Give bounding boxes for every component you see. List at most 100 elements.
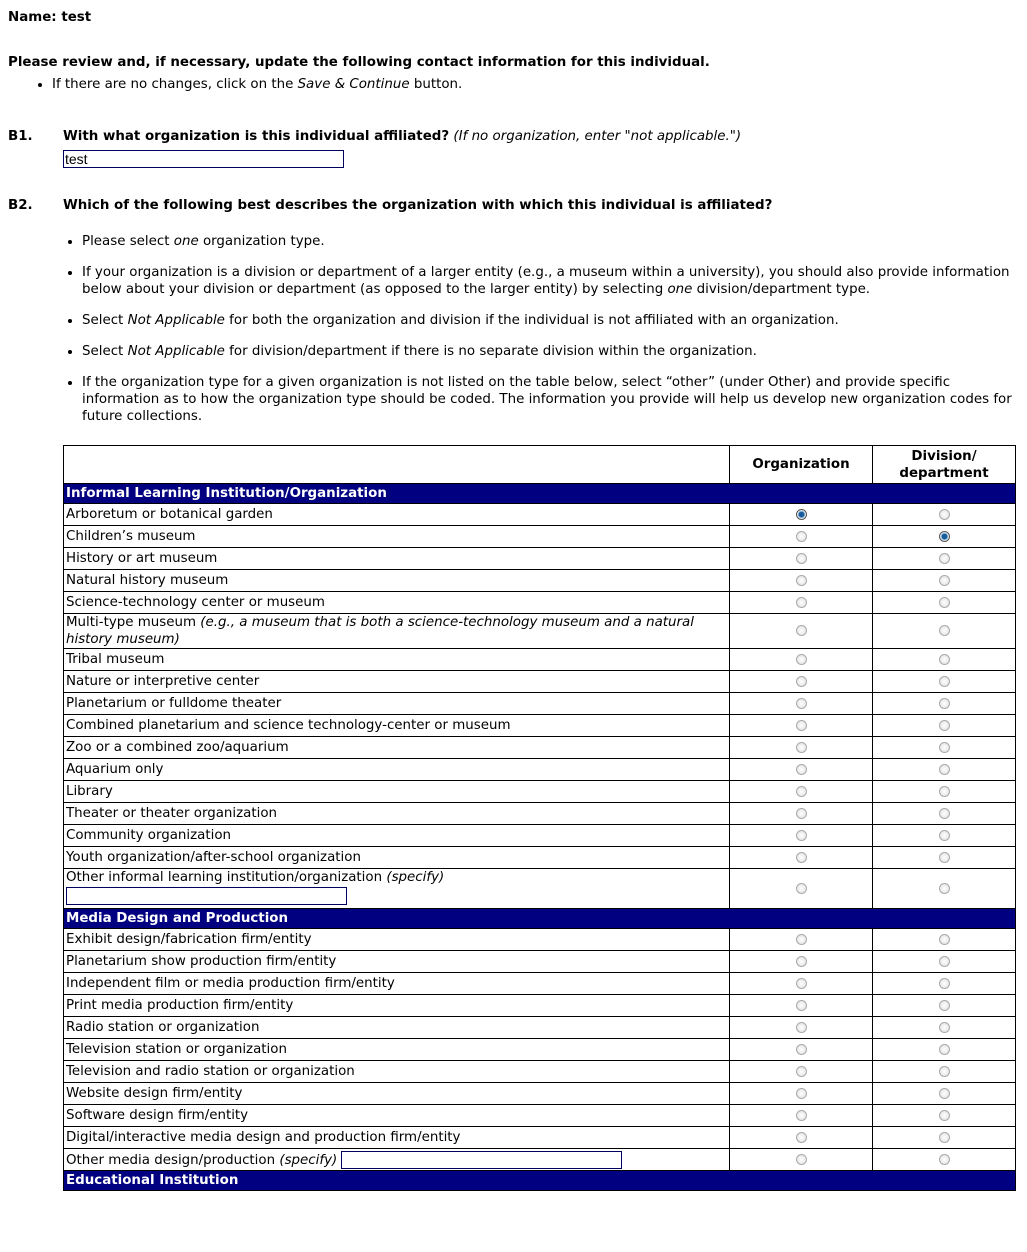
section-header: Informal Learning Institution/Organizati…: [63, 483, 1016, 504]
division-radio[interactable]: [938, 882, 950, 894]
table-row: Multi-type museum (e.g., a museum that i…: [63, 613, 1016, 649]
organization-radio[interactable]: [795, 999, 807, 1011]
organization-radio[interactable]: [795, 851, 807, 863]
table-row: Science-technology center or museum: [63, 591, 1016, 614]
table-row: Children’s museum: [63, 525, 1016, 548]
organization-radio[interactable]: [795, 829, 807, 841]
division-radio[interactable]: [938, 763, 950, 775]
division-radio[interactable]: [938, 653, 950, 665]
organization-radio[interactable]: [795, 625, 807, 636]
instruction-bullet: Select Not Applicable for division/depar…: [82, 343, 1019, 360]
row-label: Planetarium or fulldome theater: [66, 696, 282, 711]
organization-radio[interactable]: [795, 697, 807, 709]
organization-radio[interactable]: [795, 785, 807, 797]
division-radio[interactable]: [938, 1109, 950, 1121]
table-row: History or art museum: [63, 547, 1016, 570]
organization-radio[interactable]: [795, 596, 807, 608]
division-radio[interactable]: [938, 955, 950, 967]
division-radio[interactable]: [938, 829, 950, 841]
table-row: Aquarium only: [63, 758, 1016, 781]
division-radio[interactable]: [938, 574, 950, 586]
intro-bullets: If there are no changes, click on the Sa…: [8, 76, 1019, 93]
table-row: Theater or theater organization: [63, 802, 1016, 825]
table-row: Planetarium show production firm/entity: [63, 950, 1016, 973]
table-row: Other media design/production (specify): [63, 1148, 1016, 1171]
organization-input[interactable]: [63, 150, 344, 168]
division-radio[interactable]: [938, 999, 950, 1011]
organization-radio[interactable]: [795, 574, 807, 586]
division-radio[interactable]: [938, 1131, 950, 1143]
row-label: Digital/interactive media design and pro…: [66, 1130, 461, 1145]
name-line: Name: test: [8, 10, 92, 25]
organization-radio[interactable]: [795, 1021, 807, 1033]
table-row: Website design firm/entity: [63, 1082, 1016, 1105]
row-label: Nature or interpretive center: [66, 674, 260, 689]
division-radio[interactable]: [938, 933, 950, 945]
organization-radio[interactable]: [795, 719, 807, 731]
table-row: Radio station or organization: [63, 1016, 1016, 1039]
division-radio[interactable]: [938, 508, 950, 520]
table-row: Natural history museum: [63, 569, 1016, 592]
specify-input[interactable]: [341, 1150, 623, 1169]
division-radio[interactable]: [938, 530, 950, 542]
division-radio[interactable]: [938, 1087, 950, 1099]
specify-input[interactable]: [66, 887, 347, 905]
instruction-bullet: Please select one organization type.: [82, 233, 1019, 250]
organization-radio[interactable]: [795, 653, 807, 665]
division-radio[interactable]: [938, 977, 950, 989]
division-radio[interactable]: [938, 1153, 950, 1165]
division-radio[interactable]: [938, 741, 950, 753]
division-radio[interactable]: [938, 719, 950, 731]
organization-radio[interactable]: [795, 763, 807, 775]
instruction-bullet: If the organization type for a given org…: [82, 374, 1019, 425]
organization-radio[interactable]: [795, 977, 807, 989]
table-row: Combined planetarium and science technol…: [63, 714, 1016, 737]
organization-radio[interactable]: [795, 933, 807, 945]
table-row: Zoo or a combined zoo/aquarium: [63, 736, 1016, 759]
division-radio[interactable]: [938, 785, 950, 797]
organization-radio[interactable]: [795, 552, 807, 564]
division-radio[interactable]: [938, 625, 950, 636]
division-radio[interactable]: [938, 1065, 950, 1077]
organization-radio[interactable]: [795, 1087, 807, 1099]
division-radio[interactable]: [938, 851, 950, 863]
row-label: Combined planetarium and science technol…: [66, 718, 511, 733]
division-radio[interactable]: [938, 552, 950, 564]
division-radio[interactable]: [938, 1021, 950, 1033]
organization-radio[interactable]: [795, 1153, 807, 1165]
table-row: Exhibit design/fabrication firm/entity: [63, 928, 1016, 951]
division-radio[interactable]: [938, 675, 950, 687]
table-row: Television station or organization: [63, 1038, 1016, 1061]
organization-radio[interactable]: [795, 1131, 807, 1143]
organization-radio[interactable]: [795, 807, 807, 819]
intro-text: Please review and, if necessary, update …: [8, 55, 710, 70]
row-label: Radio station or organization: [66, 1020, 260, 1035]
table-row: Other informal learning institution/orga…: [63, 868, 1016, 909]
table-row: Nature or interpretive center: [63, 670, 1016, 693]
row-label: Other informal learning institution/orga…: [66, 870, 387, 885]
table-row: Youth organization/after-school organiza…: [63, 846, 1016, 869]
organization-radio[interactable]: [795, 675, 807, 687]
row-label: Library: [66, 784, 113, 799]
row-label: Science-technology center or museum: [66, 595, 325, 610]
organization-radio[interactable]: [795, 955, 807, 967]
division-radio[interactable]: [938, 807, 950, 819]
organization-radio[interactable]: [795, 1043, 807, 1055]
organization-radio[interactable]: [795, 508, 807, 520]
organization-radio[interactable]: [795, 1109, 807, 1121]
organization-radio[interactable]: [795, 882, 807, 894]
table-row: Community organization: [63, 824, 1016, 847]
row-label: Other media design/production: [66, 1152, 280, 1168]
section-header: Educational Institution: [63, 1170, 1016, 1191]
organization-radio[interactable]: [795, 530, 807, 542]
question-b2: B2. Which of the following best describe…: [8, 198, 773, 213]
table-row: Software design firm/entity: [63, 1104, 1016, 1127]
organization-radio[interactable]: [795, 741, 807, 753]
division-radio[interactable]: [938, 697, 950, 709]
col-division: Division/ department: [872, 445, 1016, 484]
division-radio[interactable]: [938, 596, 950, 608]
division-radio[interactable]: [938, 1043, 950, 1055]
organization-radio[interactable]: [795, 1065, 807, 1077]
row-label: Television station or organization: [66, 1042, 287, 1057]
row-label: Zoo or a combined zoo/aquarium: [66, 740, 289, 755]
